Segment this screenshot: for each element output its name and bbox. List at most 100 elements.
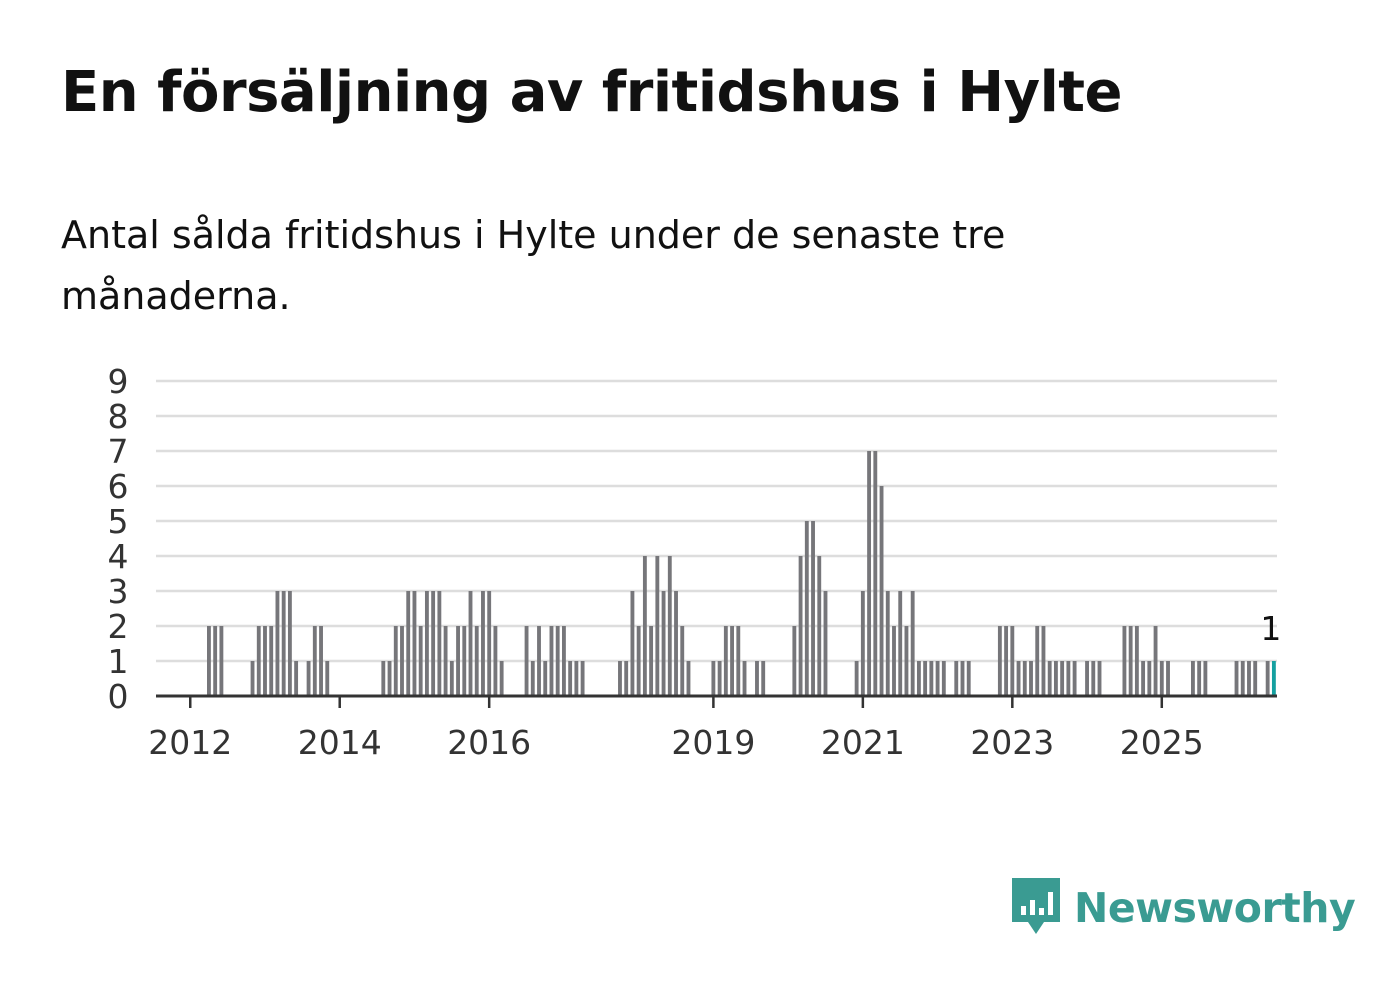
bar (561, 626, 566, 696)
bar (1234, 661, 1239, 696)
bar (711, 661, 716, 696)
bar (530, 661, 535, 696)
bar (1159, 661, 1164, 696)
bar (929, 661, 934, 696)
bar (761, 661, 766, 696)
bar (431, 591, 436, 696)
bar (1166, 661, 1170, 696)
bar (487, 591, 492, 696)
bar (1190, 661, 1195, 696)
bar (916, 661, 921, 696)
bar (499, 661, 504, 696)
y-tick-label: 1 (108, 642, 129, 681)
y-tick-label: 5 (108, 502, 129, 541)
bar (941, 661, 946, 696)
logo-text: Newsworthy (1074, 884, 1356, 932)
x-tick-label: 2016 (447, 723, 531, 762)
bar (854, 661, 859, 696)
bar (1247, 661, 1251, 696)
bar (219, 626, 224, 696)
bar (680, 626, 685, 696)
bar (555, 626, 560, 696)
bar (879, 486, 884, 696)
bar (736, 626, 741, 696)
x-tick-label: 2014 (298, 723, 382, 762)
bar (792, 626, 797, 696)
bar (306, 661, 311, 696)
x-tick-label: 2012 (148, 723, 232, 762)
bar (325, 661, 330, 696)
bar (910, 591, 915, 696)
last-value-label: 1 (1260, 609, 1281, 648)
newsworthy-logo[interactable]: Newsworthy (1010, 876, 1356, 940)
bar (1016, 661, 1021, 696)
bar (630, 591, 635, 696)
bar (817, 556, 822, 696)
bar (256, 626, 261, 696)
bar (966, 661, 971, 696)
bar (449, 661, 454, 696)
y-tick-label: 9 (108, 362, 129, 401)
bar (642, 556, 647, 696)
bar (424, 591, 429, 696)
bar (580, 661, 585, 696)
bar (624, 661, 629, 696)
bar (543, 661, 548, 696)
y-tick-label: 2 (108, 607, 129, 646)
bar (811, 521, 815, 696)
bar (1022, 661, 1027, 696)
bar (649, 626, 654, 696)
bar (294, 661, 299, 696)
bar (1122, 626, 1127, 696)
bar (755, 661, 759, 696)
bar (1253, 661, 1258, 696)
bar (269, 626, 274, 696)
y-tick-label: 0 (108, 677, 129, 716)
bar (1060, 661, 1065, 696)
bar (468, 591, 473, 696)
bar (885, 591, 890, 696)
bar (1066, 661, 1071, 696)
bar (537, 626, 541, 696)
x-axis: 2012 2014 2016 2019 2021 2023 2025 (148, 696, 1204, 762)
bar (1029, 661, 1033, 696)
bar (462, 626, 467, 696)
bar (418, 626, 423, 696)
x-tick-label: 2023 (970, 723, 1054, 762)
bar (524, 626, 529, 696)
bar (873, 451, 878, 696)
bar (804, 521, 809, 696)
bar (213, 626, 218, 696)
bar (655, 556, 660, 696)
bar (1072, 661, 1077, 696)
x-tick-label: 2025 (1120, 723, 1204, 762)
bar (723, 626, 728, 696)
bar (393, 626, 398, 696)
bar (312, 626, 317, 696)
bar (898, 591, 903, 696)
bar (493, 626, 498, 696)
bar (412, 591, 417, 696)
y-tick-label: 7 (108, 432, 129, 471)
bar (717, 661, 722, 696)
bar (1091, 661, 1096, 696)
x-tick-label: 2019 (671, 723, 755, 762)
x-tick-label: 2021 (821, 723, 905, 762)
bar (636, 626, 641, 696)
bar (275, 591, 280, 696)
bar (250, 661, 255, 696)
bar (381, 661, 386, 696)
bar (1240, 661, 1245, 696)
y-tick-label: 8 (108, 397, 129, 436)
bar (667, 556, 672, 696)
bar (574, 661, 579, 696)
bar (1097, 661, 1102, 696)
bar (1153, 626, 1158, 696)
bar (661, 591, 666, 696)
bar (892, 626, 896, 696)
bar (263, 626, 267, 696)
bar (1265, 661, 1270, 696)
bar (474, 626, 479, 696)
bar (568, 661, 573, 696)
chart-subtitle: Antal sålda fritidshus i Hylte under de … (61, 213, 1006, 318)
